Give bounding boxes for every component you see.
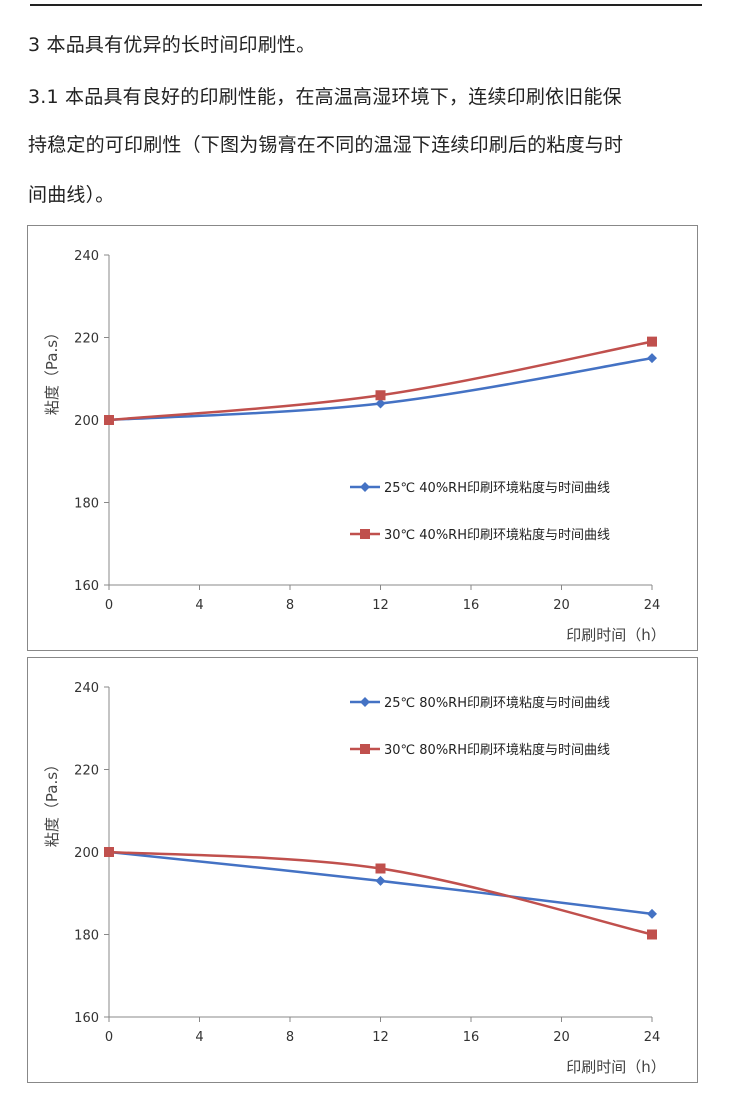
x-tick-label: 4	[195, 1030, 203, 1045]
y-tick-label: 180	[74, 497, 99, 512]
x-tick-label: 20	[553, 1030, 570, 1045]
x-tick-label: 8	[286, 1030, 294, 1045]
y-tick-label: 200	[74, 846, 99, 861]
section-heading: 3 本品具有优异的长时间印刷性。	[28, 34, 316, 56]
x-tick-label: 24	[644, 1030, 661, 1045]
paragraph-line: 3.1 本品具有良好的印刷性能，在高温高湿环境下，连续印刷依旧能保	[28, 86, 622, 108]
data-point-diamond	[647, 908, 657, 919]
data-point-square	[104, 415, 114, 425]
y-tick-label: 200	[74, 414, 99, 429]
legend-label: 25℃ 80%RH印刷环境粘度与时间曲线	[384, 695, 610, 711]
x-tick-label: 12	[372, 1030, 389, 1045]
data-point-square	[375, 863, 386, 874]
x-tick-label: 24	[644, 598, 661, 613]
data-point-square	[104, 847, 114, 857]
chart-40rh-svg: 160 180 200 220 240 0 4 8 12 16 20 24 印刷时间（h） 粘度（Pa.s…	[43, 249, 666, 644]
y-tick-label: 240	[74, 681, 99, 696]
x-tick-label: 16	[463, 598, 480, 613]
series-line	[108, 356, 653, 422]
x-tick-label: 16	[463, 1030, 480, 1045]
x-tick-label: 0	[105, 598, 113, 613]
data-point-diamond	[375, 398, 386, 409]
legend-label: 30℃ 80%RH印刷环境粘度与时间曲线	[384, 742, 610, 758]
chart-80rh: 160 180 200 220 240 0 4 8 12 16 20 24 印刷时间（h） 粘度（Pa.s…	[27, 657, 698, 1083]
data-point-diamond	[375, 875, 386, 886]
chart-80rh-svg: 160 180 200 220 240 0 4 8 12 16 20 24 印刷时间（h） 粘度（Pa.s…	[43, 681, 666, 1076]
y-axis-title: 粘度（Pa.s）	[43, 325, 61, 415]
y-tick-label: 180	[74, 929, 99, 944]
y-tick-label: 240	[74, 249, 99, 264]
x-tick-label: 4	[195, 598, 203, 613]
paragraph-line: 间曲线）。	[28, 184, 115, 206]
data-point-diamond	[647, 353, 657, 364]
data-point-square	[647, 336, 657, 347]
x-axis-title: 印刷时间（h）	[566, 626, 666, 644]
legend-diamond-marker	[360, 697, 370, 707]
x-tick-label: 20	[553, 598, 570, 613]
x-axis-title: 印刷时间（h）	[566, 1058, 666, 1076]
data-point-square	[375, 390, 386, 401]
y-tick-label: 220	[74, 332, 99, 347]
x-tick-label: 8	[286, 598, 294, 613]
y-tick-label: 160	[74, 1011, 99, 1026]
x-tick-label: 12	[372, 598, 389, 613]
legend-square-marker	[360, 744, 370, 754]
legend-label: 30℃ 40%RH印刷环境粘度与时间曲线	[384, 527, 610, 543]
legend-label: 25℃ 40%RH印刷环境粘度与时间曲线	[384, 480, 610, 496]
legend-square-marker	[360, 529, 370, 539]
x-tick-label: 0	[105, 1030, 113, 1045]
legend-diamond-marker	[360, 482, 370, 492]
chart-40rh: 160 180 200 220 240 0 4 8 12 16 20 24 印刷时间（h） 粘度（Pa.s…	[27, 225, 698, 651]
data-point-square	[647, 929, 657, 940]
y-axis-title: 粘度（Pa.s）	[43, 757, 61, 847]
y-tick-label: 160	[74, 579, 99, 594]
paragraph-line: 持稳定的可印刷性（下图为锡膏在不同的温湿下连续印刷后的粘度与时	[28, 134, 624, 156]
y-tick-label: 220	[74, 764, 99, 779]
header-rule	[30, 4, 702, 6]
